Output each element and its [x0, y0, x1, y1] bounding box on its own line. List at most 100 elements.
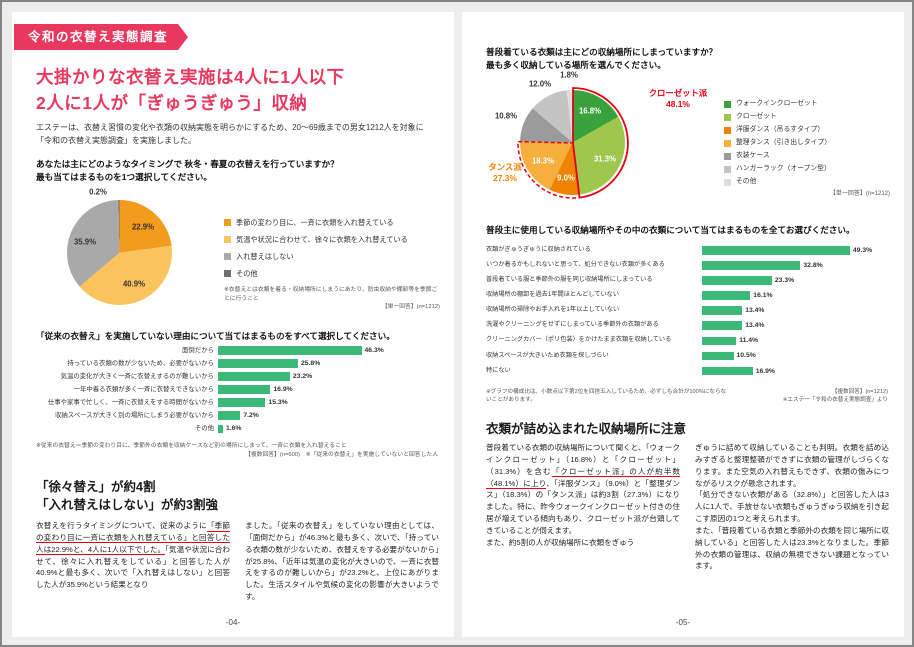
legend-swatch	[224, 270, 231, 277]
main-title-line2: 2人に1人が「ぎゅうぎゅう」収納	[36, 93, 308, 114]
legend-item: 季節の変わり目に、一斉に衣類を入れ替えている	[224, 218, 444, 227]
legend-item: 衣装ケース	[724, 152, 892, 160]
question-timing-line2: 最も当てはまるものを1つ選択してください。	[36, 171, 212, 182]
note-sample: 【複数回答】(n=600) ※「従来の衣替え」を実施していないと回答した人	[245, 451, 438, 458]
bar-fill	[218, 372, 290, 381]
bar-label: クリーニングカバー（ポリ包装）をかけたまま衣類を収納している	[486, 336, 672, 344]
bar-value: 23.2%	[292, 372, 313, 380]
bar-row: 一年中着る衣類が多く一斉に衣替えできないから 16.9%	[36, 385, 438, 394]
section-headline-line2: 「入れ替えはしない」が約3割強	[36, 498, 218, 513]
bar-label: 収納スペースが大きいため衣類を探しづらい	[486, 351, 609, 359]
bar-value: 25.8%	[300, 359, 321, 367]
bar-fill	[702, 321, 743, 330]
bar-fill	[702, 351, 734, 361]
pie-timing-legend: 季節の変わり目に、一斉に衣類を入れ替えている気温や状況に合わせて、徐々に衣類を入…	[224, 218, 444, 286]
bar-fill	[702, 246, 850, 255]
legend-label: その他	[236, 269, 258, 278]
bar-fill	[218, 424, 223, 434]
bar-row: 気温の変化が大きく一斉に衣替えするのが難しいから 23.2%	[36, 372, 438, 381]
report-ribbon-badge: 令和の衣替え実態調査	[14, 24, 188, 50]
legend-item: クローゼット	[724, 113, 892, 121]
legend-swatch	[724, 165, 731, 173]
legend-swatch	[224, 236, 231, 243]
question-storage-line1: 普段着ている衣類は主にどの収納場所にしまっていますか？	[486, 47, 718, 57]
body-text-column-2: ました。「従来の衣替え」をしていない理由としては、「面倒だから」が46.3%と最…	[245, 521, 439, 602]
bar-fill	[702, 261, 801, 270]
bar-value: 16.1%	[753, 292, 773, 300]
bar-chart-reasons: 面倒だから 46.3% 持っている衣類の数が少ないため、必要がないから 25.8% 気温…	[36, 346, 438, 438]
body-text-column-2: ぎゅうに詰めて収納していることも判明。衣類を詰め込みすぎると整理整頓ができずに衣…	[695, 443, 889, 571]
bar-label: その他	[194, 425, 214, 433]
body-text: 「気温や状況に合わせて、徐々に入れ替えをしている」と回答した人が40.9%と最も…	[36, 544, 230, 590]
bar-value: 16.9%	[755, 367, 775, 375]
bar-label: いつか着るかもしれないと思って、処分できない衣類が多くある	[486, 260, 665, 268]
bar-value: 46.3%	[364, 346, 384, 354]
bar-label: 普段着ている服と季節外の服を同じ収納場所にしまっている	[486, 276, 653, 284]
bar-label: 洗濯やクリーニングをせずにしまっている季節外の衣類がある	[486, 321, 659, 329]
bar-row: 収納場所の掃除やお手入れを1年以上していない 13.4%	[486, 306, 888, 315]
bar-row: クリーニングカバー（ポリ包装）をかけたまま衣類を収納している 11.4%	[486, 336, 888, 346]
pie-timing-note: ※衣替えとは衣類を着る・収納場所にしまうにあたり、防虫収納や棚卸等を季節ごとに行…	[224, 286, 440, 312]
page-05: 普段着ている衣類は主にどの収納場所にしまっていますか？ 最も多く収納している場所…	[462, 12, 904, 637]
section-headline: 「徐々替え」が約4割 「入れ替えはしない」が約3割強	[36, 478, 218, 514]
bar-storage-notes: ※グラフの構成比は、小数点以下第2位を四捨五入しているため、必ずしも合計が100…	[486, 388, 888, 405]
question-storage-line2: 最も多く収納している場所を選んでください。	[486, 59, 666, 70]
legend-label: 気温や状況に合わせて、徐々に衣類を入れ替えている	[236, 235, 408, 244]
pie-value-label: 12.0%	[528, 79, 552, 89]
bar-row: 収納スペースが大きいため衣類を探しづらい 10.5%	[486, 351, 888, 361]
legend-label: クローゼット	[736, 112, 777, 120]
note-sample-source: 【複数回答】(n=1212) ※エステー「令和の衣替え実態調査」より	[783, 388, 888, 405]
pie-storage-legend: ウォークインクローゼット クローゼット 洋服ダンス（吊るすタイプ） 整理タンス（引き出…	[724, 100, 892, 191]
note-definition: ※衣替えとは衣類を着る・収納場所にしまうにあたり、防虫収納や棚卸等を季節ごとに行…	[224, 287, 438, 302]
pie-value-label: 22.9%	[131, 222, 155, 232]
bar-row: その他 1.6%	[36, 424, 438, 434]
bar-row: 仕事や家事で忙しく、一斉に衣替えをする時間がないから 15.3%	[36, 398, 438, 407]
bar-reasons-note: ※従来の衣替え＝季節の変わり目に、季節外の衣類を収納ケースなど別の場所にしまって…	[36, 442, 438, 459]
bar-value: 23.3%	[774, 276, 795, 284]
pie-value-label: 35.9%	[73, 237, 97, 247]
legend-label: 季節の変わり目に、一斉に衣類を入れ替えている	[236, 218, 394, 227]
pie-value-label: 31.3%	[593, 154, 617, 164]
question-timing-line1: あなたは主にどのようなタイミングで 秋冬・春夏の衣替えを行っていますか？	[36, 159, 339, 169]
bar-label: 特にない	[486, 366, 511, 374]
legend-swatch	[724, 152, 731, 160]
bar-fill	[218, 385, 271, 394]
pie-value-label: 10.8%	[494, 111, 518, 121]
section-headline: 衣類が詰め込まれた収納場所に注意	[486, 422, 687, 436]
body-text: 普段着ている衣類の収納場所について聞くと、「ウォークインクローゼット」（16.8…	[486, 443, 680, 476]
legend-item: ウォークインクローゼット	[724, 100, 892, 108]
pie-chart-timing	[67, 200, 172, 305]
bar-label: 収納場所の棚卸を過去1年間ほとんどしていない	[486, 291, 620, 299]
bar-value: 11.4%	[739, 337, 759, 345]
legend-swatch	[724, 101, 731, 108]
bar-value: 13.4%	[745, 322, 765, 330]
bar-label: 衣類がぎゅうぎゅうに収納されている	[486, 245, 591, 253]
bar-row: いつか着るかもしれないと思って、処分できない衣類が多くある 32.8%	[486, 261, 888, 270]
bar-value: 15.3%	[268, 399, 288, 407]
bar-row: 収納スペースが大きく別の場所にしまう必要がないから 7.2%	[36, 411, 438, 420]
page-number: -05-	[675, 618, 691, 627]
bar-fill	[218, 398, 266, 407]
bar-fill	[218, 411, 241, 420]
question-timing: あなたは主にどのようなタイミングで 秋冬・春夏の衣替えを行っていますか？ 最も当…	[36, 158, 436, 184]
page-04: 令和の衣替え実態調査 大掛かりな衣替え実施は4人に1人以下 2人に1人が「ぎゅう…	[12, 12, 454, 637]
legend-swatch	[224, 219, 231, 226]
bar-value: 13.4%	[745, 307, 765, 315]
legend-item: 気温や状況に合わせて、徐々に衣類を入れ替えている	[224, 235, 444, 244]
bar-label: 収納場所の掃除やお手入れを1年以上していない	[486, 306, 620, 314]
bar-fill	[702, 366, 753, 376]
question-reasons: 「従来の衣替え」を実施していない理由について当てはまるものをすべて選択してくださ…	[36, 331, 395, 341]
bar-value: 49.3%	[852, 246, 873, 254]
bar-label: 持っている衣類の数が少ないため、必要がないから	[67, 359, 214, 367]
legend-swatch	[224, 253, 231, 260]
legend-label: ハンガーラック（オープン型）	[736, 164, 831, 172]
bar-label: 一年中着る衣類が多く一斉に衣替えできないから	[73, 386, 214, 393]
legend-label: その他	[736, 177, 757, 185]
legend-label: 洋服ダンス（吊るすタイプ）	[736, 125, 825, 133]
legend-item: 洋服ダンス（吊るすタイプ）	[724, 126, 892, 134]
bar-row: 面倒だから 46.3%	[36, 346, 438, 355]
legend-label: 入れ替えはしない	[236, 252, 294, 261]
bar-value: 16.9%	[273, 386, 293, 394]
pie-value-label: 1.8%	[560, 70, 578, 80]
pie-value-label: 0.2%	[89, 187, 107, 197]
